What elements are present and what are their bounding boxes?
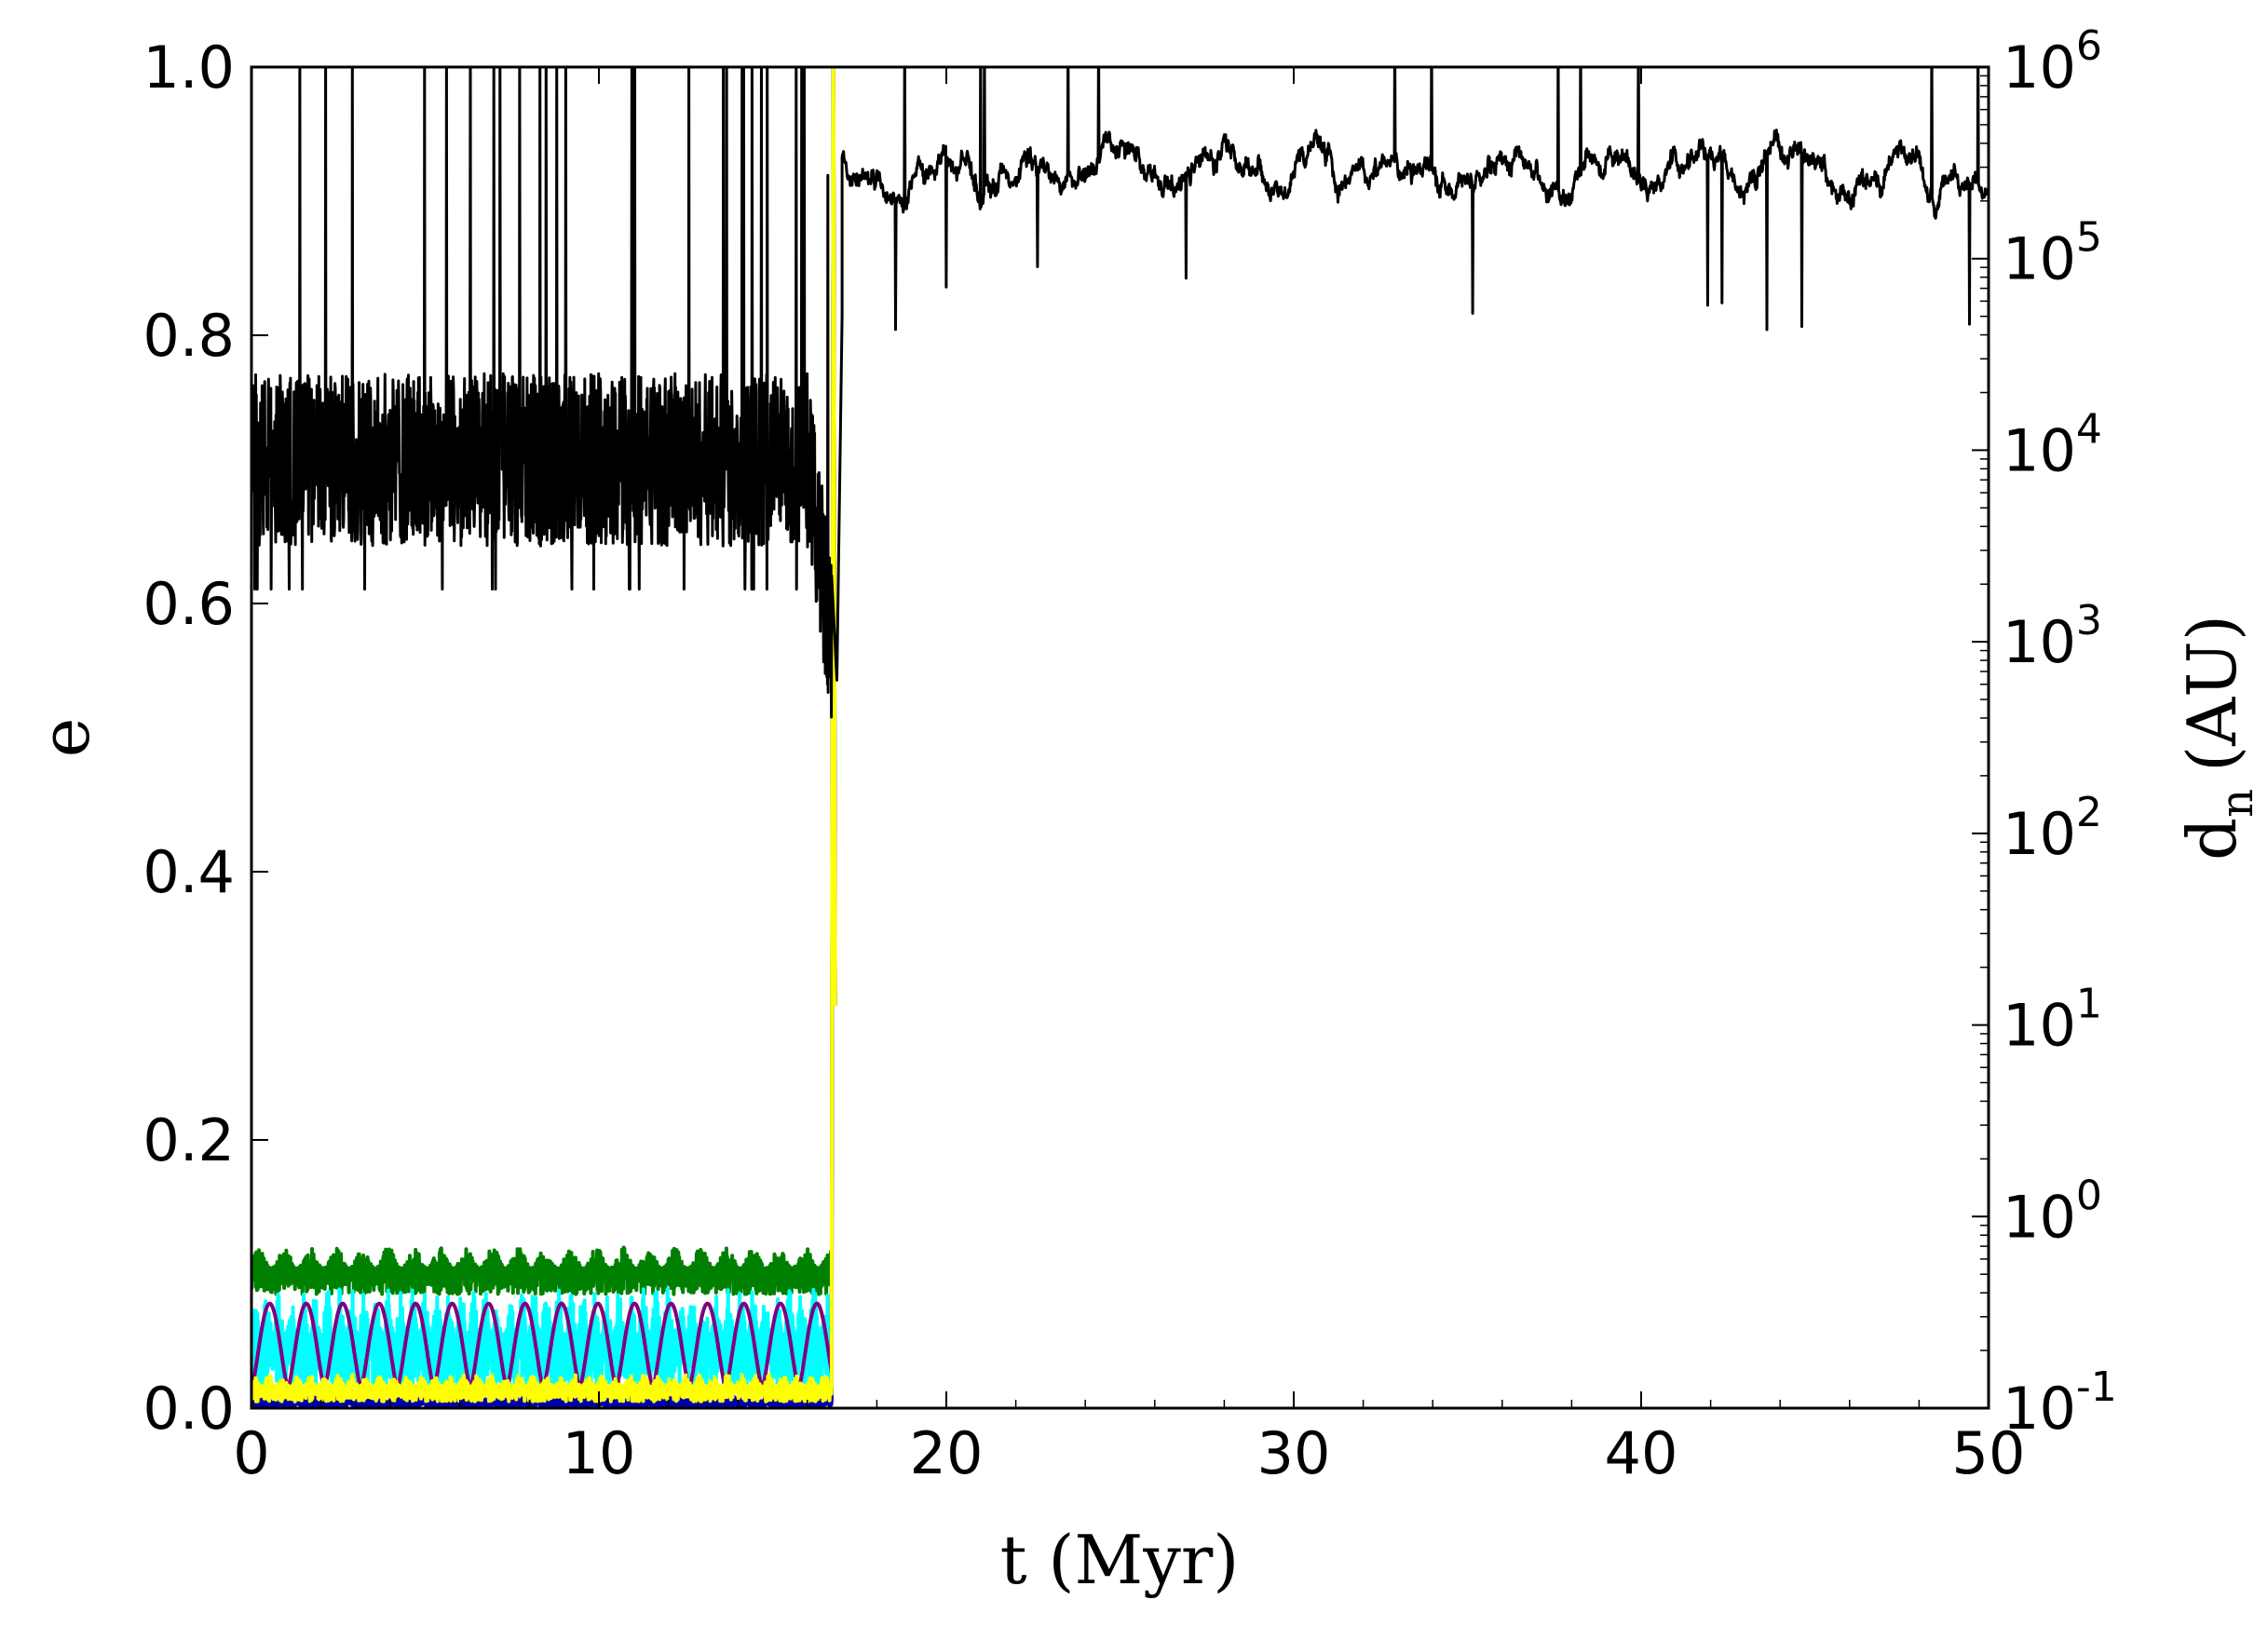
series-line-5 — [251, 67, 1989, 719]
series-line-1 — [251, 67, 837, 1397]
x-tick-label: 40 — [1605, 1419, 1678, 1487]
y2-tick-label: 10-1 — [2003, 1363, 2117, 1443]
y-axis-title: e — [26, 718, 104, 758]
x-tick-label: 20 — [910, 1419, 984, 1487]
y-tick-label: 0.2 — [143, 1106, 235, 1174]
series-line-3 — [251, 67, 837, 1408]
y-tick-label: 0.6 — [143, 570, 235, 638]
y-tick-label: 0.8 — [143, 302, 235, 370]
y2-tick-label: 104 — [2003, 405, 2102, 484]
y2-axis-title-sub: n — [2211, 789, 2263, 818]
plot-frame — [250, 65, 1990, 1410]
y2-axis-title-main: d — [2173, 818, 2251, 861]
x-tick-label: 50 — [1952, 1419, 2026, 1487]
y2-tick-label: 102 — [2003, 789, 2102, 868]
series-line-0 — [251, 67, 837, 1384]
svg-text:dn(AU): dn (AU) — [2173, 615, 2263, 861]
ticks-layer — [251, 66, 1990, 1409]
x-tick-label: 30 — [1257, 1419, 1331, 1487]
x-axis-title: t (Myr) — [1000, 1521, 1240, 1599]
y2-tick-label: 103 — [2003, 597, 2102, 676]
y-tick-label: 1.0 — [143, 34, 235, 102]
labels-layer: 0 10 20 30 40 50 0.0 0.2 0.4 0.6 0.8 1.0 10-1 100 101 1… — [143, 22, 2116, 1487]
y2-tick-label: 106 — [2003, 22, 2102, 102]
y2-axis-title-unit: (AU) — [2173, 615, 2251, 772]
series-layer — [251, 67, 1989, 1408]
x-tick-label: 0 — [233, 1419, 269, 1487]
y2-tick-label: 100 — [2003, 1172, 2102, 1251]
y-tick-label: 0.0 — [143, 1375, 235, 1443]
x-tick-label: 10 — [563, 1419, 636, 1487]
y2-axis-title: dn (AU) — [2173, 615, 2263, 861]
y2-tick-label: 101 — [2003, 981, 2102, 1060]
y2-tick-label: 105 — [2003, 214, 2102, 293]
series-line-4 — [251, 67, 837, 1403]
y-tick-label: 0.4 — [143, 838, 235, 906]
